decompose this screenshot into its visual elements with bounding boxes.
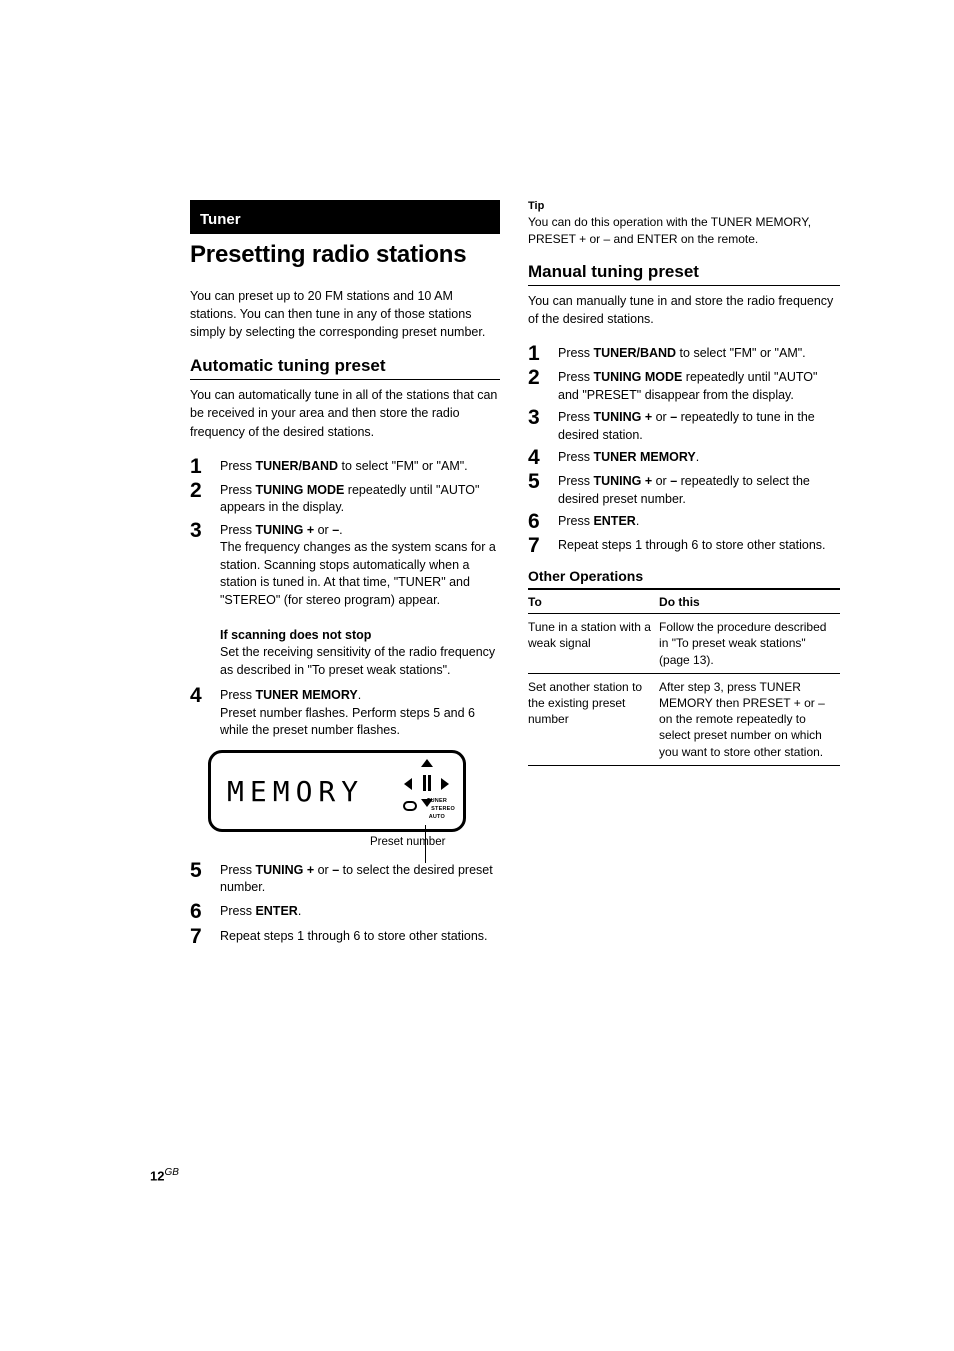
lcd-display: MEMORY TUNER STEREO AUTO	[208, 750, 466, 832]
step-number: 4	[528, 447, 548, 468]
tip-text: You can do this operation with the TUNER…	[528, 214, 840, 248]
page-number-suffix: GB	[164, 1167, 178, 1178]
repeat-icon	[403, 801, 417, 811]
manual-intro-text: You can manually tune in and store the r…	[528, 292, 840, 328]
right-column: Tip You can do this operation with the T…	[528, 200, 840, 947]
step-body: Press ENTER.	[220, 901, 301, 921]
step-number: 7	[190, 926, 210, 947]
auto-step-7: 7 Repeat steps 1 through 6 to store othe…	[190, 926, 500, 947]
step-body: Press TUNING + or – repeatedly to tune i…	[558, 407, 840, 444]
step: 6 Press ENTER.	[528, 511, 840, 532]
table-head-do: Do this	[659, 590, 840, 614]
manual-tuning-heading: Manual tuning preset	[528, 262, 840, 286]
lcd-nav-cluster: TUNER STEREO AUTO	[395, 759, 455, 827]
other-operations-table: To Do this Tune in a station with a weak…	[528, 590, 840, 766]
table-row: Set another station to the existing pres…	[528, 673, 840, 765]
manual-steps: 1 Press TUNER/BAND to select "FM" or "AM"…	[528, 343, 840, 556]
step-body: Press TUNING + or – repeatedly to select…	[558, 471, 840, 508]
step-body: Repeat steps 1 through 6 to store other …	[558, 535, 826, 555]
table-cell-to: Set another station to the existing pres…	[528, 673, 659, 765]
step: 5 Press TUNING + or – repeatedly to selec…	[528, 471, 840, 508]
page-title: Presetting radio stations	[190, 241, 500, 269]
step-number: 7	[528, 535, 548, 556]
lcd-label-auto: AUTO	[429, 815, 445, 821]
lcd-display-figure: MEMORY TUNER STEREO AUTO Preset numb	[208, 750, 500, 848]
auto-step-4: 4 Press TUNER MEMORY.Preset number flash…	[190, 685, 500, 740]
step-number: 2	[190, 480, 210, 501]
triangle-left-icon	[404, 778, 412, 790]
step-body: Press TUNER/BAND to select "FM" or "AM".	[558, 343, 806, 363]
table-cell-do: Follow the procedure described in "To pr…	[659, 614, 840, 674]
triangle-right-icon	[441, 778, 449, 790]
pause-icon	[423, 775, 433, 791]
step-body: Press TUNING + or –.The frequency change…	[220, 520, 500, 680]
step: 3 Press TUNING + or – repeatedly to tune …	[528, 407, 840, 444]
lcd-label-stereo: STEREO	[431, 807, 455, 813]
step-number: 3	[528, 407, 548, 428]
table-body: Tune in a station with a weak signalFoll…	[528, 614, 840, 766]
page-number: 12GB	[150, 1167, 179, 1183]
section-tab-tuner: Tuner	[190, 204, 500, 234]
step: 4 Press TUNER MEMORY.	[528, 447, 840, 468]
intro-text: You can preset up to 20 FM stations and …	[190, 287, 500, 341]
step-number: 3	[190, 520, 210, 541]
tip-label: Tip	[528, 200, 840, 212]
lcd-callout-text: Preset number	[370, 836, 500, 848]
step-body: Press ENTER.	[558, 511, 639, 531]
other-operations-heading: Other Operations	[528, 568, 840, 590]
auto-steps-1-3: 1 Press TUNER/BAND to select "FM" or "AM"…	[190, 456, 500, 680]
table-cell-to: Tune in a station with a weak signal	[528, 614, 659, 674]
step-number: 6	[190, 901, 210, 922]
auto-intro-text: You can automatically tune in all of the…	[190, 386, 500, 440]
step-body: Repeat steps 1 through 6 to store other …	[220, 926, 488, 946]
step: 1 Press TUNER/BAND to select "FM" or "AM"…	[190, 456, 500, 477]
content-area: Tuner Presetting radio stations You can …	[190, 200, 840, 947]
step: 7 Repeat steps 1 through 6 to store other…	[528, 535, 840, 556]
page-number-value: 12	[150, 1168, 164, 1183]
page: Tuner Presetting radio stations You can …	[0, 0, 954, 1351]
step-body: Press TUNER/BAND to select "FM" or "AM".	[220, 456, 468, 476]
step-number: 5	[528, 471, 548, 492]
lcd-label-tuner: TUNER	[427, 799, 447, 805]
step: 3 Press TUNING + or –.The frequency chang…	[190, 520, 500, 680]
step: 2 Press TUNING MODE repeatedly until "AUT…	[190, 480, 500, 517]
auto-step-6: 6 Press ENTER.	[190, 901, 500, 922]
lcd-segment-text: MEMORY	[227, 775, 364, 808]
step-body: Press TUNING MODE repeatedly until "AUTO…	[558, 367, 840, 404]
step-number: 5	[190, 860, 210, 881]
step-number: 6	[528, 511, 548, 532]
step-number: 2	[528, 367, 548, 388]
step-body: Press TUNING MODE repeatedly until "AUTO…	[220, 480, 500, 517]
table-head-to: To	[528, 590, 659, 614]
triangle-up-icon	[421, 759, 433, 767]
step-number: 1	[190, 456, 210, 477]
step-body: Press TUNING + or – to select the desire…	[220, 860, 500, 897]
step: 2 Press TUNING MODE repeatedly until "AUT…	[528, 367, 840, 404]
table-cell-do: After step 3, press TUNER MEMORY then PR…	[659, 673, 840, 765]
step: 1 Press TUNER/BAND to select "FM" or "AM"…	[528, 343, 840, 364]
table-row: Tune in a station with a weak signalFoll…	[528, 614, 840, 674]
step-body: Press TUNER MEMORY.Preset number flashes…	[220, 685, 500, 740]
step-number: 4	[190, 685, 210, 706]
step-number: 1	[528, 343, 548, 364]
callout-line	[425, 825, 426, 863]
auto-tuning-heading: Automatic tuning preset	[190, 356, 500, 380]
step-body: Press TUNER MEMORY.	[558, 447, 699, 467]
left-column: Tuner Presetting radio stations You can …	[190, 200, 500, 947]
auto-step-5: 5 Press TUNING + or – to select the desi…	[190, 860, 500, 897]
